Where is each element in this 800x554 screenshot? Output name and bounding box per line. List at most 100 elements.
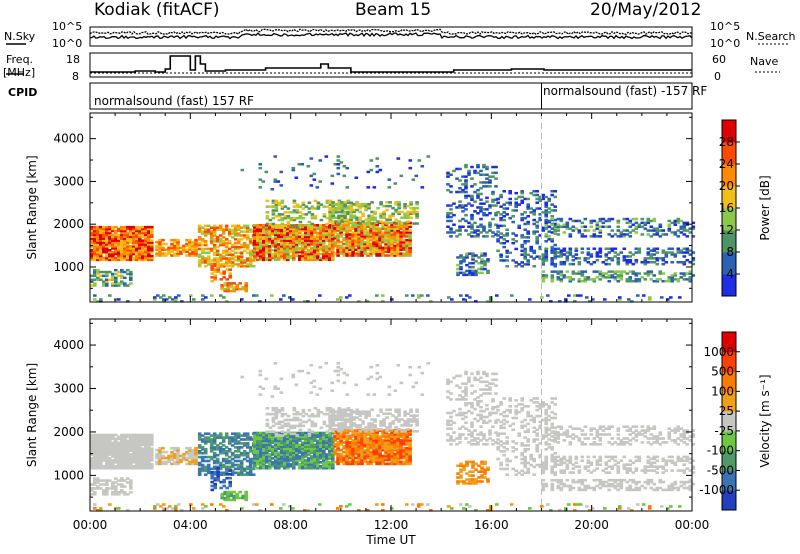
echo-cell: [375, 254, 379, 257]
echo-cell: [235, 496, 239, 500]
echo-cell: [479, 208, 483, 211]
echo-cell: [218, 432, 223, 435]
echo-cell: [643, 227, 648, 230]
echo-cell: [458, 167, 462, 171]
echo-cell: [93, 258, 97, 262]
echo-cell: [598, 278, 603, 281]
echo-cell: [328, 252, 332, 256]
echo-cell: [358, 222, 362, 225]
echo-cell: [354, 238, 358, 242]
echo-cell: [342, 433, 346, 436]
echo-cell: [601, 274, 606, 277]
echo-cell: [117, 465, 121, 468]
echo-cell: [634, 272, 639, 275]
echo-cell: [464, 196, 468, 200]
echo-cell: [120, 449, 124, 452]
echo-cell: [295, 229, 299, 233]
echo-cell: [158, 240, 162, 244]
echo-cell: [209, 457, 214, 461]
echo-cell: [215, 444, 220, 447]
echo-cell: [295, 431, 299, 435]
echo-cell: [158, 448, 162, 452]
echo-cell: [221, 232, 226, 235]
echo-cell: [375, 252, 379, 255]
echo-cell: [307, 457, 311, 460]
echo-cell: [150, 229, 154, 233]
echo-cell: [649, 235, 654, 238]
echo-cell: [170, 458, 174, 462]
echo-cell: [301, 213, 306, 216]
echo-cell: [482, 163, 486, 167]
echo-cell: [135, 463, 139, 466]
echo-cell: [265, 229, 269, 233]
echo-cell: [403, 212, 407, 216]
echo-cell: [203, 265, 208, 268]
echo-cell: [185, 458, 189, 462]
echo-cell: [117, 445, 121, 448]
echo-cell: [396, 246, 400, 250]
echo-cell: [99, 250, 103, 254]
echo-cell: [215, 253, 220, 256]
echo-cell: [336, 250, 340, 253]
echo-cell: [262, 254, 266, 258]
echo-cell: [185, 456, 189, 460]
echo-cell: [102, 479, 106, 482]
echo-cell: [313, 437, 317, 441]
echo-cell: [114, 278, 118, 281]
echo-cell: [670, 261, 675, 264]
echo-cell: [93, 441, 97, 445]
echo-cell: [316, 241, 320, 244]
echo-cell: [316, 237, 320, 240]
echo-cell: [655, 233, 660, 236]
echo-cell: [182, 454, 186, 458]
echo-cell: [203, 455, 208, 459]
echo-cell: [658, 225, 663, 228]
echo-cell: [637, 251, 642, 254]
echo-cell: [212, 465, 217, 469]
echo-cell: [96, 256, 100, 260]
echo-cell: [274, 249, 278, 252]
echo-cell: [369, 244, 373, 248]
echo-cell: [573, 300, 577, 303]
echo-cell: [446, 175, 450, 178]
echo-cell: [679, 227, 684, 230]
echo-cell: [387, 178, 392, 181]
echo-cell: [355, 204, 359, 208]
echo-cell: [449, 229, 453, 232]
echo-cell: [348, 248, 352, 251]
echo-cell: [135, 254, 139, 258]
echo-cell: [685, 235, 690, 238]
echo-cell: [224, 245, 229, 249]
echo-cell: [354, 435, 358, 438]
echo-cell: [259, 455, 263, 458]
echo-cell: [120, 443, 124, 447]
echo-cell: [191, 254, 195, 257]
echo-cell: [150, 258, 154, 262]
echo-cell: [319, 218, 324, 222]
echo-cell: [339, 252, 343, 255]
echo-cell: [514, 209, 518, 212]
echo-cell: [598, 225, 603, 228]
echo-cell: [268, 453, 272, 456]
echo-cell: [316, 205, 321, 208]
echo-cell: [322, 435, 326, 439]
echo-cell: [111, 483, 115, 486]
echo-cell: [562, 223, 567, 226]
echo-cell: [117, 449, 121, 452]
echo-cell: [203, 230, 208, 233]
plot-area: [90, 113, 692, 302]
echo-cell: [218, 465, 223, 469]
echo-cell: [262, 445, 266, 448]
echo-cell: [310, 229, 314, 233]
echo-cell: [292, 258, 296, 262]
echo-cell: [158, 246, 162, 250]
echo-cell: [245, 238, 250, 241]
echo-cell: [313, 431, 317, 435]
echo-cell: [117, 282, 121, 285]
echo-cell: [93, 443, 97, 447]
echo-cell: [177, 294, 181, 297]
echo-cell: [176, 454, 180, 458]
echo-cell: [265, 247, 269, 250]
echo-cell: [333, 235, 337, 238]
echo-cell: [138, 250, 142, 254]
